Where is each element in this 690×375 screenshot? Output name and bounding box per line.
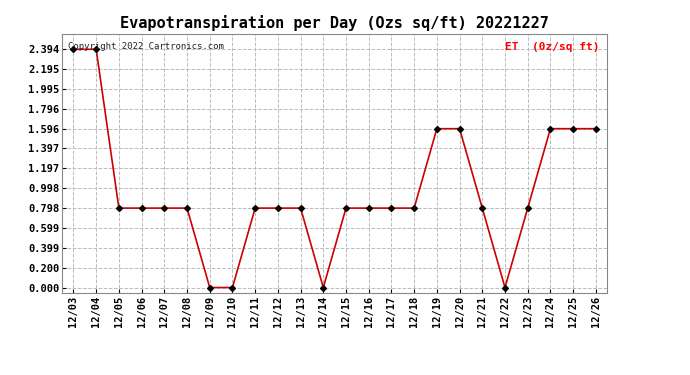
Text: ET  (0z/sq ft): ET (0z/sq ft) — [504, 42, 599, 51]
Text: Copyright 2022 Cartronics.com: Copyright 2022 Cartronics.com — [68, 42, 224, 51]
Title: Evapotranspiration per Day (Ozs sq/ft) 20221227: Evapotranspiration per Day (Ozs sq/ft) 2… — [120, 15, 549, 31]
